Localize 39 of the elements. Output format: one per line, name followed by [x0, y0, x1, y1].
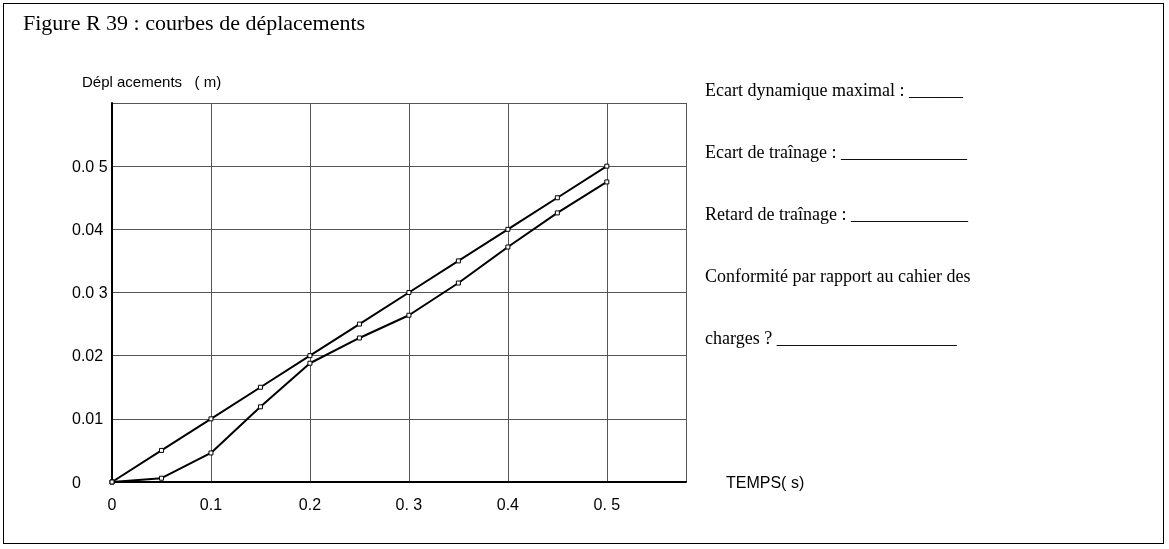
- point: [257, 404, 263, 410]
- y-tick-label: 0.02: [72, 347, 104, 365]
- text: Retard de traînage : _____________: [705, 204, 969, 224]
- y-tick-label: 0: [72, 473, 81, 491]
- point: [307, 353, 313, 359]
- x-tick-label: 0. 3: [395, 495, 423, 513]
- point: [455, 258, 461, 264]
- x-tick-label: 0.4: [496, 495, 520, 513]
- text: Ecart dynamique maximal : ______: [705, 80, 964, 100]
- text: Conformité par rapport au cahier des: [705, 266, 971, 286]
- x-tick-label: 0. 5: [593, 495, 621, 513]
- point: [505, 226, 511, 232]
- point: [554, 195, 560, 201]
- point: [257, 384, 263, 390]
- x-tick-label: 0.2: [298, 495, 322, 513]
- point: [307, 360, 313, 366]
- point: [356, 335, 362, 341]
- point: [604, 163, 610, 169]
- x-tick-label: 0.1: [199, 495, 223, 513]
- point: [158, 475, 164, 481]
- point: [208, 416, 214, 422]
- point: [406, 312, 412, 318]
- y-tick-label: 0.01: [72, 410, 104, 428]
- point: [455, 280, 461, 286]
- point: [208, 450, 214, 456]
- text: Ecart de traînage : ______________: [705, 142, 968, 162]
- point: [158, 447, 164, 453]
- y-tick-label: 0.04: [72, 220, 104, 238]
- point: [406, 290, 412, 295]
- x-axis-title: TEMPS( s): [726, 473, 805, 491]
- y-tick-label: 0.0 5: [72, 157, 108, 175]
- point: [604, 179, 610, 185]
- point: [356, 321, 362, 327]
- point: [554, 210, 560, 216]
- text: charges ? ____________________: [705, 328, 958, 348]
- chart-title: Figure R 39 : courbes de déplacements: [23, 9, 366, 35]
- point: [505, 244, 511, 250]
- y-tick-label: 0.0 3: [72, 284, 108, 301]
- y-axis-title: Dépl acements ( m): [82, 73, 222, 90]
